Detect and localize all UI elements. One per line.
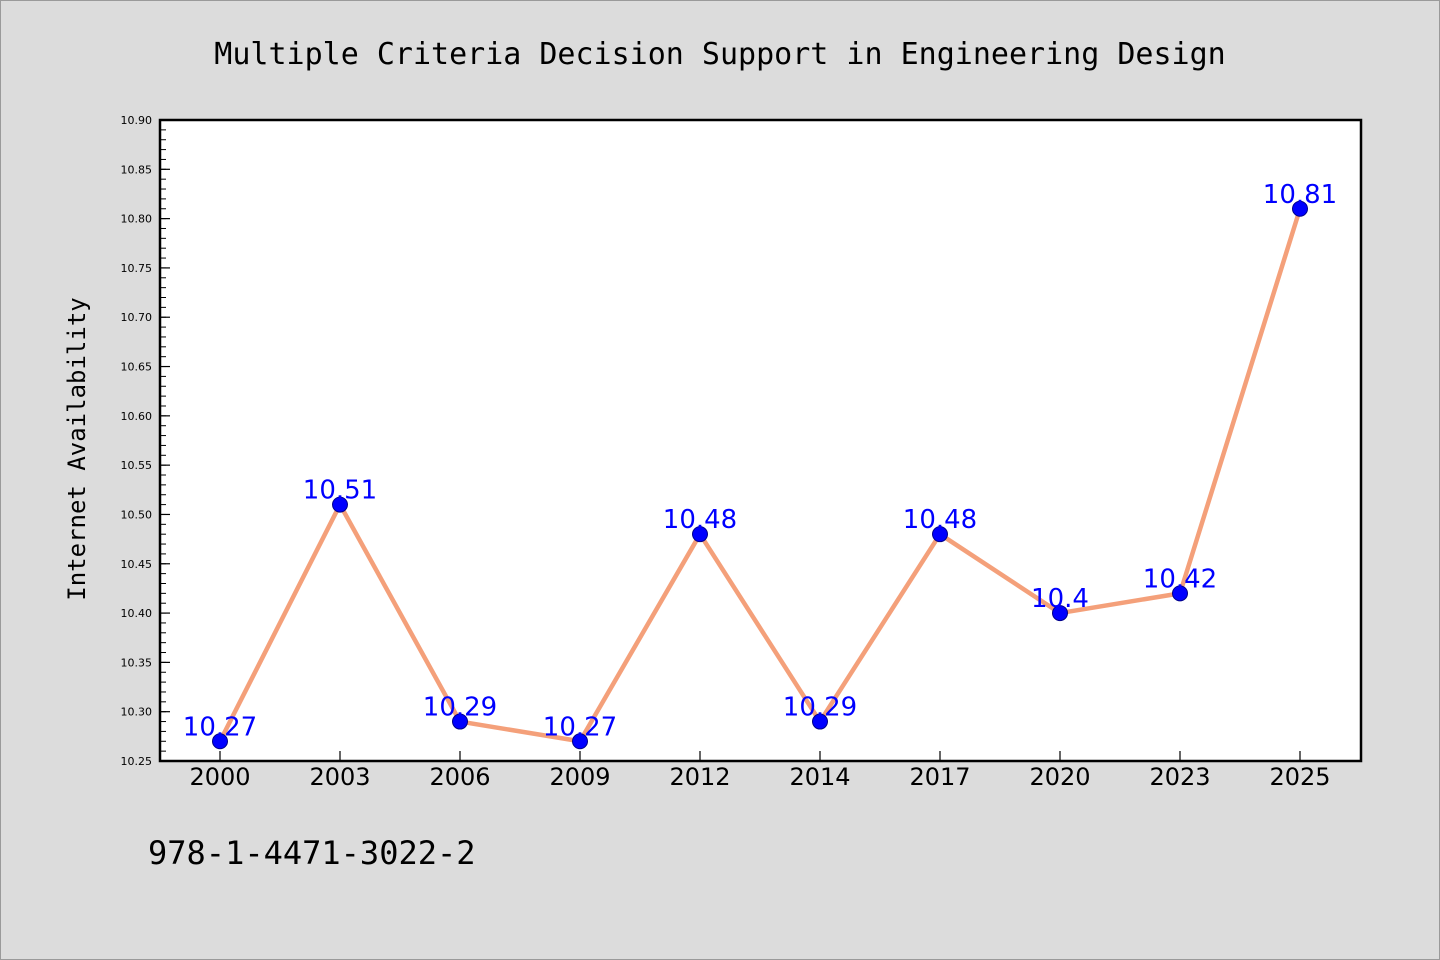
data-point	[1292, 200, 1308, 217]
data-label: 10.4	[1031, 584, 1089, 614]
series-layer: 10.27 10.51 10.29 10.27 10.48 10.29 10.48 10.4 1…	[183, 180, 1337, 750]
data-point	[692, 526, 708, 543]
y-axis-ticks: 10.25 10.30 10.35 10.40 10.45 10.50 10.55 10.60…	[121, 114, 170, 768]
data-label: 10.42	[1143, 564, 1217, 594]
x-tick-label: 2003	[309, 763, 370, 791]
x-tick-label: 2009	[549, 763, 610, 791]
y-tick-label: 10.35	[121, 656, 153, 669]
y-tick-label: 10.85	[121, 163, 153, 176]
data-label: 10.29	[423, 693, 497, 723]
x-tick-label: 2023	[1149, 763, 1210, 791]
x-tick-label: 2006	[429, 763, 490, 791]
data-label: 10.81	[1263, 180, 1337, 210]
y-tick-label: 10.60	[121, 410, 153, 423]
x-tick-label: 2000	[189, 763, 250, 791]
y-tick-label: 10.65	[121, 361, 153, 374]
data-label: 10.51	[303, 476, 377, 506]
y-tick-label: 10.75	[121, 262, 153, 275]
data-point	[332, 496, 348, 513]
data-point	[1172, 585, 1188, 602]
plot-area	[158, 118, 1363, 763]
y-tick-label: 10.50	[121, 508, 153, 521]
x-axis-ticks: 2000 2003 2006 2009 2012 2014 2017 2020 2023 2025	[189, 751, 1331, 791]
data-label: 10.27	[183, 712, 257, 742]
y-tick-label: 10.80	[121, 213, 153, 226]
data-label: 10.29	[783, 693, 857, 723]
y-tick-label: 10.45	[121, 558, 153, 571]
data-point	[932, 526, 948, 543]
data-label: 10.27	[543, 712, 617, 742]
chart-title: Multiple Criteria Decision Support in En…	[214, 37, 1225, 72]
x-tick-label: 2012	[669, 763, 730, 791]
x-tick-label: 2025	[1269, 763, 1330, 791]
data-point	[1052, 605, 1068, 622]
y-axis-label: Internet Availability	[63, 297, 91, 600]
x-tick-label: 2014	[789, 763, 850, 791]
x-tick-label: 2020	[1029, 763, 1090, 791]
y-tick-label: 10.90	[121, 114, 153, 127]
y-tick-label: 10.30	[121, 706, 153, 719]
data-point	[812, 713, 828, 730]
data-point	[572, 733, 588, 750]
y-tick-label: 10.25	[121, 755, 153, 768]
x-tick-label: 2017	[909, 763, 970, 791]
series-line	[217, 206, 1303, 744]
y-tick-label: 10.70	[121, 311, 153, 324]
y-tick-label: 10.55	[121, 459, 153, 472]
data-label: 10.48	[903, 505, 977, 535]
data-label: 10.48	[663, 505, 737, 535]
y-tick-label: 10.40	[121, 607, 153, 620]
data-point	[212, 733, 228, 750]
data-point	[452, 713, 468, 730]
footer-code: 978-1-4471-3022-2	[148, 834, 476, 872]
